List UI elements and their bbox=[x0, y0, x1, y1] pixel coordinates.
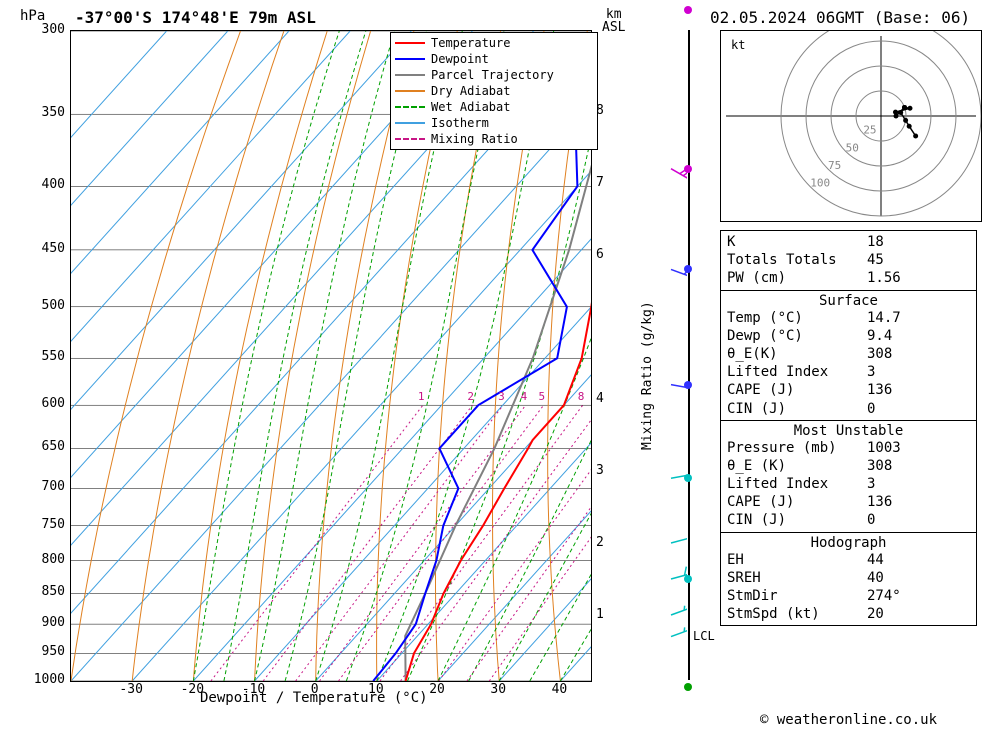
alt-tick: 7 bbox=[596, 175, 604, 190]
temp-tick: -10 bbox=[234, 682, 274, 697]
altitude-dot bbox=[684, 683, 692, 691]
ylabel-mixing-ratio: Mixing Ratio (g/kg) bbox=[640, 301, 655, 450]
temp-tick: 20 bbox=[417, 682, 457, 697]
hodograph: 25 50 75 100 kt bbox=[720, 30, 982, 222]
table-row: CAPE (J)136 bbox=[727, 381, 970, 399]
svg-text:50: 50 bbox=[846, 141, 859, 154]
table-row: K18 bbox=[727, 233, 970, 251]
table-row: Totals Totals45 bbox=[727, 251, 970, 269]
temp-tick: -20 bbox=[172, 682, 212, 697]
mixing-ratio-label: 4 bbox=[521, 390, 528, 403]
skewt-container: -37°00'S 174°48'E 79m ASL 02.05.2024 06G… bbox=[0, 0, 1000, 733]
table-row: Dewp (°C)9.4 bbox=[727, 327, 970, 345]
pressure-tick: 300 bbox=[15, 22, 65, 37]
hodograph-header: Hodograph bbox=[727, 535, 970, 551]
temp-tick: -30 bbox=[111, 682, 151, 697]
pressure-tick: 500 bbox=[15, 298, 65, 313]
legend-item: Mixing Ratio bbox=[395, 131, 593, 147]
attribution: © weatheronline.co.uk bbox=[760, 712, 937, 728]
pressure-tick: 400 bbox=[15, 177, 65, 192]
pressure-tick: 950 bbox=[15, 644, 65, 659]
pressure-tick: 1000 bbox=[15, 672, 65, 687]
pressure-tick: 450 bbox=[15, 241, 65, 256]
mixing-ratio-label: 5 bbox=[539, 390, 546, 403]
temp-tick: 10 bbox=[356, 682, 396, 697]
table-row: Lifted Index3 bbox=[727, 363, 970, 381]
altitude-dot bbox=[684, 6, 692, 14]
alt-tick: 3 bbox=[596, 463, 604, 478]
title-location: -37°00'S 174°48'E 79m ASL bbox=[75, 8, 316, 27]
table-row: θ_E (K)308 bbox=[727, 457, 970, 475]
pressure-tick: 350 bbox=[15, 105, 65, 120]
alt-tick: 2 bbox=[596, 535, 604, 550]
temp-tick: 40 bbox=[539, 682, 579, 697]
pressure-tick: 650 bbox=[15, 439, 65, 454]
table-row: Temp (°C)14.7 bbox=[727, 309, 970, 327]
temp-tick: 0 bbox=[295, 682, 335, 697]
mixing-ratio-label: 1 bbox=[418, 390, 425, 403]
table-row: CAPE (J)136 bbox=[727, 493, 970, 511]
table-row: θ_E(K)308 bbox=[727, 345, 970, 363]
table-row: SREH40 bbox=[727, 569, 970, 587]
table-row: CIN (J)0 bbox=[727, 400, 970, 418]
mixing-ratio-label: 8 bbox=[578, 390, 585, 403]
alt-tick: 1 bbox=[596, 607, 604, 622]
mixing-ratio-label: 3 bbox=[498, 390, 505, 403]
wind-barbs bbox=[655, 30, 687, 680]
svg-text:75: 75 bbox=[828, 159, 841, 172]
pressure-tick: 550 bbox=[15, 349, 65, 364]
alt-tick: 4 bbox=[596, 391, 604, 406]
svg-text:25: 25 bbox=[863, 124, 876, 137]
legend-item: Parcel Trajectory bbox=[395, 67, 593, 83]
pressure-tick: 900 bbox=[15, 615, 65, 630]
hodograph-svg: 25 50 75 100 kt bbox=[721, 31, 981, 221]
table-row: Pressure (mb)1003 bbox=[727, 439, 970, 457]
legend-item: Dewpoint bbox=[395, 51, 593, 67]
temp-tick: 30 bbox=[478, 682, 518, 697]
pressure-tick: 750 bbox=[15, 517, 65, 532]
table-row: Lifted Index3 bbox=[727, 475, 970, 493]
ylabel-altitude: kmASL bbox=[602, 8, 625, 34]
legend: TemperatureDewpointParcel TrajectoryDry … bbox=[390, 32, 598, 150]
pressure-tick: 800 bbox=[15, 552, 65, 567]
alt-tick: 6 bbox=[596, 247, 604, 262]
mixing-ratio-label: 2 bbox=[467, 390, 474, 403]
pressure-tick: 600 bbox=[15, 396, 65, 411]
legend-item: Isotherm bbox=[395, 115, 593, 131]
svg-text:kt: kt bbox=[731, 38, 745, 52]
table-row: PW (cm)1.56 bbox=[727, 269, 970, 287]
unstable-header: Most Unstable bbox=[727, 423, 970, 439]
surface-header: Surface bbox=[727, 293, 970, 309]
legend-item: Wet Adiabat bbox=[395, 99, 593, 115]
pressure-tick: 700 bbox=[15, 479, 65, 494]
table-row: CIN (J)0 bbox=[727, 511, 970, 529]
table-row: EH44 bbox=[727, 551, 970, 569]
legend-item: Dry Adiabat bbox=[395, 83, 593, 99]
lcl-label: LCL bbox=[693, 629, 715, 643]
table-row: StmDir274° bbox=[727, 587, 970, 605]
svg-text:100: 100 bbox=[810, 177, 830, 190]
pressure-tick: 850 bbox=[15, 584, 65, 599]
legend-item: Temperature bbox=[395, 35, 593, 51]
table-row: StmSpd (kt)20 bbox=[727, 605, 970, 623]
title-datetime: 02.05.2024 06GMT (Base: 06) bbox=[710, 8, 970, 27]
indices-table: K18Totals Totals45PW (cm)1.56 Surface Te… bbox=[720, 230, 977, 626]
